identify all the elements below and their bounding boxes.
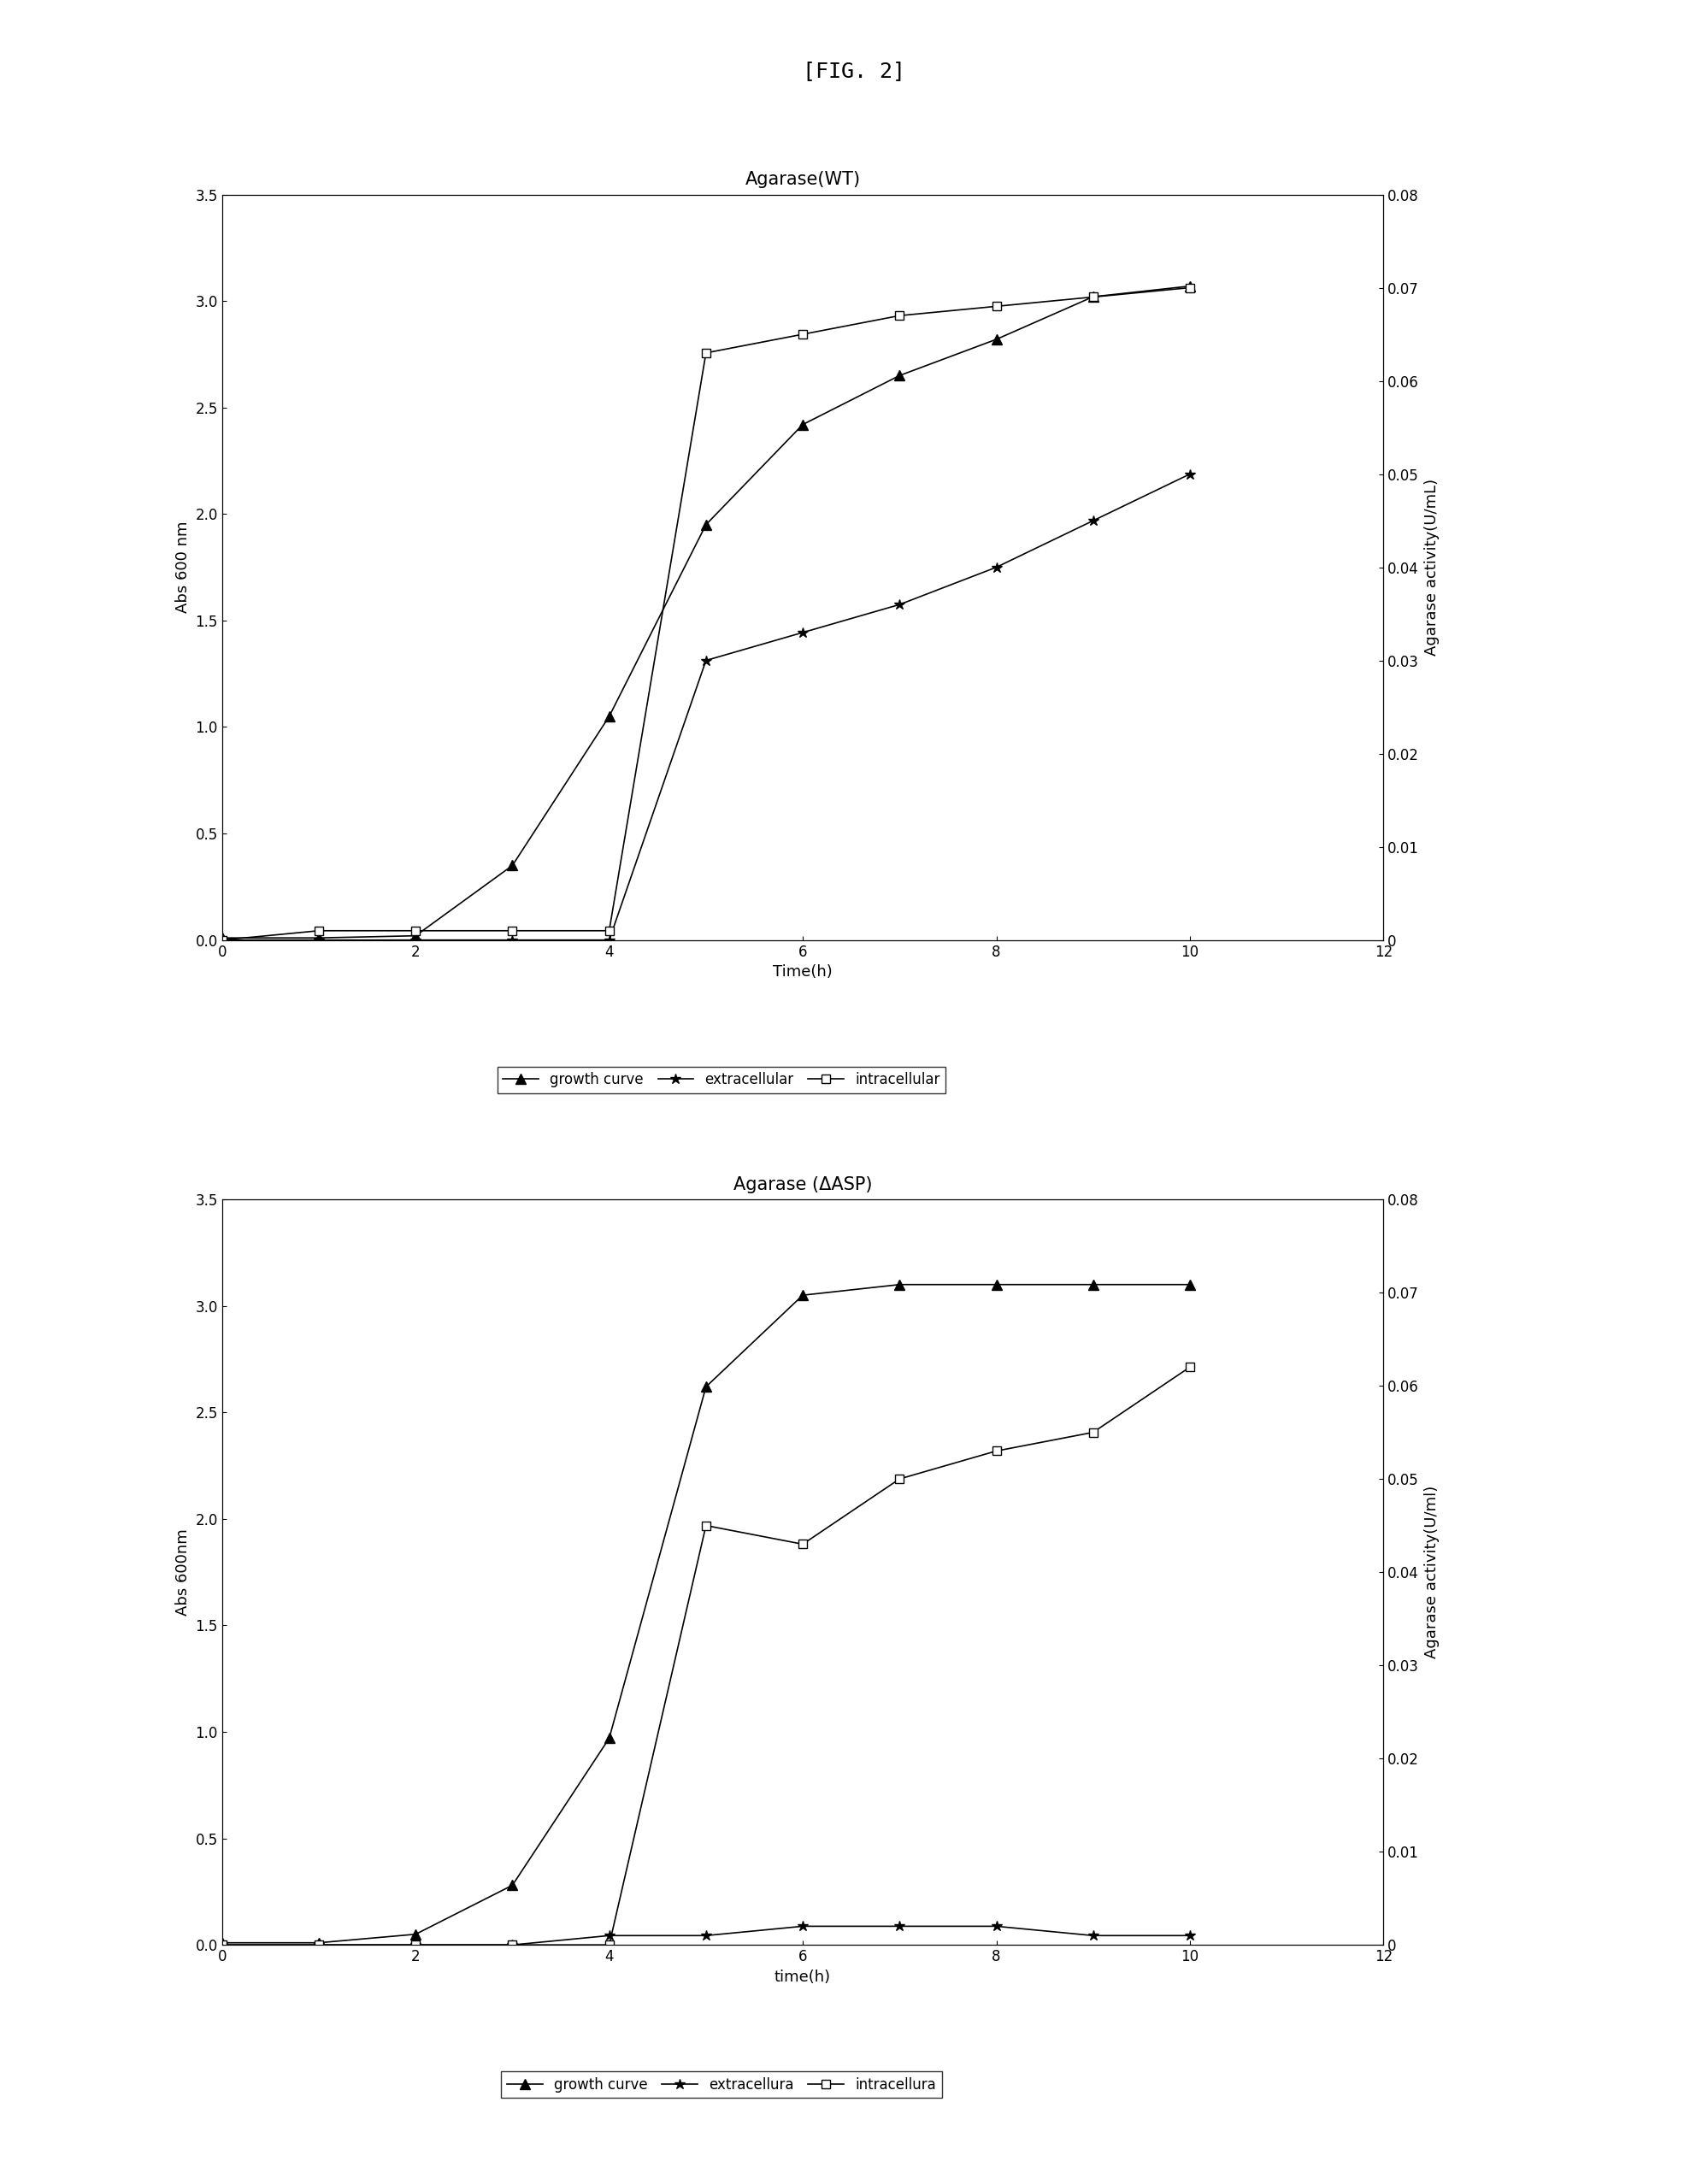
- Y-axis label: Abs 600nm: Abs 600nm: [176, 1528, 191, 1616]
- Text: [FIG. 2]: [FIG. 2]: [803, 61, 905, 80]
- Y-axis label: Agarase activity(U/mL): Agarase activity(U/mL): [1424, 480, 1440, 655]
- Legend: growth curve, extracellular, intracellular: growth curve, extracellular, intracellul…: [497, 1065, 946, 1093]
- Y-axis label: Abs 600 nm: Abs 600 nm: [176, 521, 191, 614]
- Y-axis label: Agarase activity(U/ml): Agarase activity(U/ml): [1424, 1485, 1440, 1660]
- Title: Agarase(WT): Agarase(WT): [745, 171, 861, 188]
- X-axis label: time(h): time(h): [774, 1969, 832, 1984]
- Legend: growth curve, extracellura, intracellura: growth curve, extracellura, intracellura: [500, 2070, 941, 2098]
- Title: Agarase (ΔASP): Agarase (ΔASP): [733, 1176, 873, 1193]
- X-axis label: Time(h): Time(h): [774, 964, 832, 979]
